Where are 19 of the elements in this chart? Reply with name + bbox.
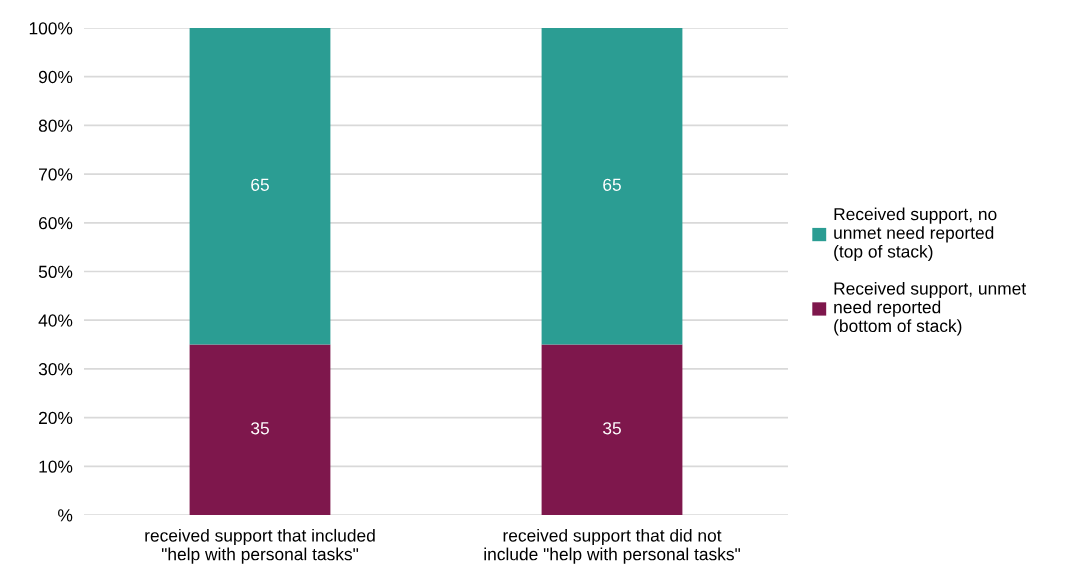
y-tick-label: 30% xyxy=(38,363,73,376)
y-tick-label: 100% xyxy=(29,22,73,35)
y-tick-label: 80% xyxy=(38,119,73,132)
data-label: 35 xyxy=(251,422,269,435)
y-tick-label: 40% xyxy=(38,314,73,327)
legend-label: Received support, unmet need reported (bottom of stack) xyxy=(834,281,1027,336)
y-tick-label: 70% xyxy=(39,168,73,181)
x-tick-label: received support that included "help with personal tasks" xyxy=(145,528,375,564)
data-label: 35 xyxy=(603,422,621,435)
legend-label: Received support, no unmet need reported (top of stack) xyxy=(834,207,997,262)
x-tick-label: received support that did not include "help with personal tasks" xyxy=(484,528,740,564)
y-tick-label: 10% xyxy=(39,460,73,473)
y-tick-label: 90% xyxy=(38,70,73,84)
y-tick-label: 20% xyxy=(39,411,73,425)
y-tick-label: % xyxy=(58,509,73,522)
data-label: 65 xyxy=(251,178,269,191)
data-label: 65 xyxy=(603,178,621,191)
y-tick-label: 50% xyxy=(38,265,73,278)
y-tick-label: 60% xyxy=(39,216,73,230)
